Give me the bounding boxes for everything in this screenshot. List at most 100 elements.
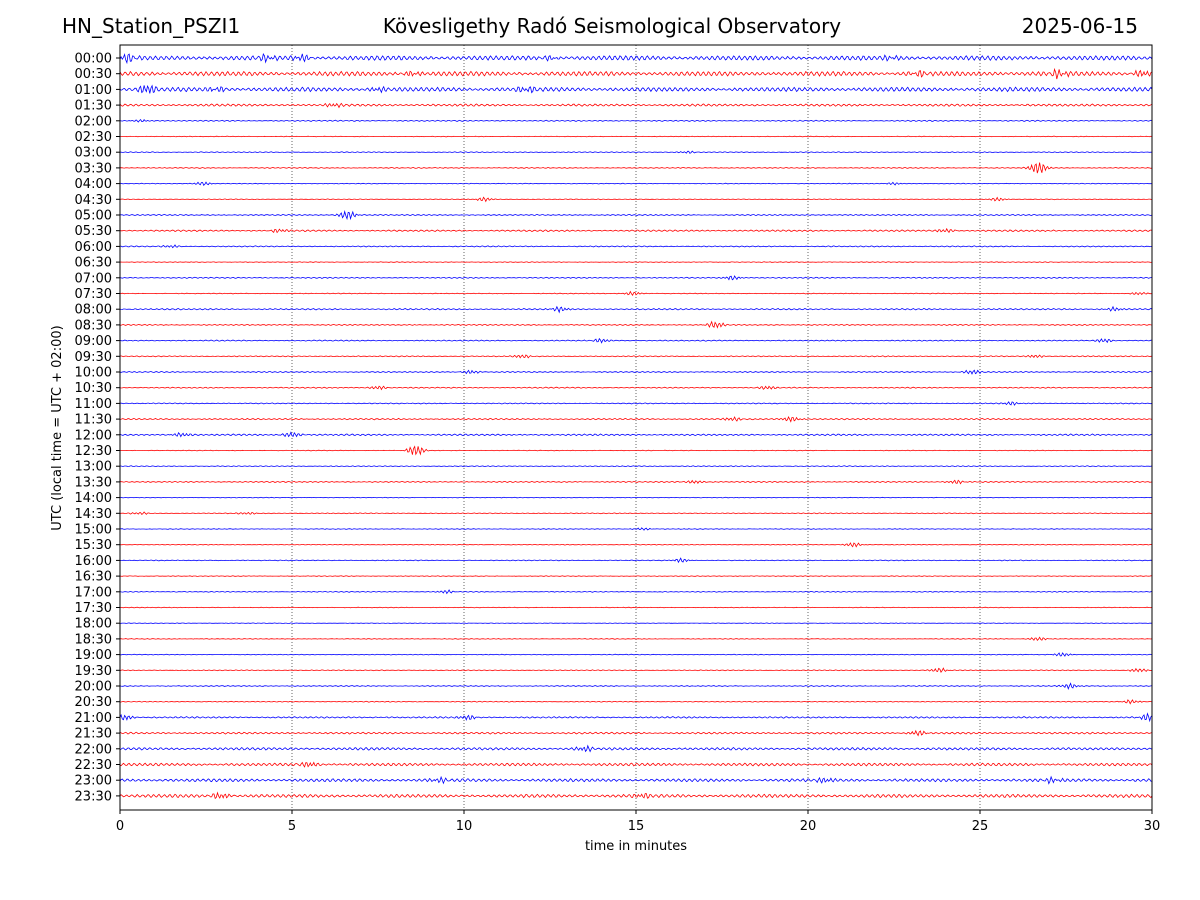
trace-0430 [119, 196, 1153, 203]
x-tick-label: 25 [972, 819, 989, 834]
trace-1830 [119, 636, 1153, 641]
row-label: 11:00 [75, 397, 112, 412]
trace-0900 [119, 337, 1153, 344]
row-label: 17:00 [75, 585, 112, 600]
date-title: 2025-06-15 [1021, 14, 1138, 38]
trace-0330 [119, 162, 1153, 174]
row-label: 17:30 [75, 601, 112, 616]
row-label: 11:30 [75, 413, 112, 428]
row-label: 02:30 [75, 130, 112, 145]
row-label: 20:30 [75, 695, 112, 710]
row-label: 01:00 [75, 83, 112, 98]
row-label: 00:00 [75, 52, 112, 67]
row-label: 01:30 [75, 99, 112, 114]
trace-0530 [119, 227, 1153, 234]
trace-1630 [119, 575, 1153, 577]
x-tick-label: 5 [288, 819, 296, 834]
row-label: 07:30 [75, 287, 112, 302]
row-label: 23:00 [75, 774, 112, 789]
row-label: 13:00 [75, 460, 112, 475]
row-label: 22:30 [75, 758, 112, 773]
station-title: HN_Station_PSZI1 [62, 14, 241, 38]
trace-0000 [119, 52, 1153, 65]
row-label: 15:00 [75, 523, 112, 538]
row-label: 21:30 [75, 727, 112, 742]
row-label: 08:30 [75, 318, 112, 333]
trace-0100 [119, 84, 1153, 94]
trace-0600 [120, 244, 1153, 249]
row-label: 15:30 [75, 538, 112, 553]
trace-0300 [119, 150, 1153, 154]
trace-0930 [119, 354, 1153, 359]
row-label: 10:00 [75, 366, 112, 381]
trace-0700 [119, 275, 1153, 281]
x-tick-label: 10 [456, 819, 473, 834]
trace-1300 [120, 465, 1153, 468]
row-label: 20:00 [75, 680, 112, 695]
trace-2100 [119, 712, 1153, 723]
trace-1500 [119, 527, 1153, 531]
trace-1000 [119, 369, 1153, 375]
row-label: 03:00 [75, 146, 112, 161]
seismic-traces [119, 52, 1153, 800]
row-label: 09:30 [75, 350, 112, 365]
grid-lines [291, 45, 981, 810]
trace-0630 [119, 261, 1153, 263]
trace-0830 [120, 320, 1153, 329]
row-label: 18:30 [75, 632, 112, 647]
row-label: 23:30 [75, 789, 112, 804]
trace-0730 [119, 290, 1152, 296]
trace-1430 [119, 511, 1152, 515]
row-label: 16:30 [75, 570, 112, 585]
trace-1900 [119, 652, 1153, 657]
row-label: 10:30 [75, 381, 112, 396]
row-label: 05:30 [75, 224, 112, 239]
row-label: 04:00 [75, 177, 112, 192]
row-label: 19:00 [75, 648, 112, 663]
trace-2230 [119, 761, 1153, 768]
row-label: 12:00 [75, 428, 112, 443]
row-label: 00:30 [75, 67, 112, 82]
row-label: 09:00 [75, 334, 112, 349]
x-tick-label: 0 [116, 819, 124, 834]
y-axis-label: UTC (local time = UTC + 02:00) [50, 325, 65, 530]
x-axis-ticks: 0 5 10 15 20 25 30 [116, 810, 1160, 834]
row-label: 07:00 [75, 271, 112, 286]
row-label: 14:00 [75, 491, 112, 506]
trace-1400 [120, 496, 1152, 499]
trace-1600 [119, 557, 1153, 564]
row-label: 04:30 [75, 193, 112, 208]
x-tick-label: 30 [1144, 819, 1161, 834]
row-label: 02:00 [75, 114, 112, 129]
trace-1200 [119, 431, 1153, 438]
x-axis-label: time in minutes [585, 839, 687, 854]
trace-0800 [119, 305, 1153, 314]
row-label: 13:30 [75, 475, 112, 490]
row-label: 06:30 [75, 256, 112, 271]
trace-0200 [119, 118, 1153, 123]
row-label: 21:00 [75, 711, 112, 726]
row-label: 16:00 [75, 554, 112, 569]
trace-0230 [120, 135, 1153, 138]
trace-2130 [119, 729, 1153, 737]
row-label: 12:30 [75, 444, 112, 459]
row-time-labels: 00:0000:3001:0001:3002:0002:3003:0003:30… [75, 52, 120, 804]
trace-0400 [119, 181, 1153, 187]
trace-0500 [119, 210, 1153, 221]
trace-1030 [119, 385, 1153, 391]
trace-1530 [119, 542, 1153, 548]
row-label: 22:00 [75, 742, 112, 757]
x-tick-label: 20 [800, 819, 817, 834]
trace-2330 [119, 791, 1153, 800]
trace-1330 [120, 479, 1153, 485]
trace-2200 [119, 744, 1153, 753]
trace-1100 [119, 401, 1153, 406]
row-label: 18:00 [75, 617, 112, 632]
trace-0130 [119, 102, 1153, 109]
row-label: 14:30 [75, 507, 112, 522]
trace-2300 [119, 775, 1152, 785]
trace-2030 [119, 699, 1153, 705]
x-tick-label: 15 [628, 819, 645, 834]
trace-1700 [119, 589, 1153, 595]
trace-1730 [120, 606, 1153, 609]
